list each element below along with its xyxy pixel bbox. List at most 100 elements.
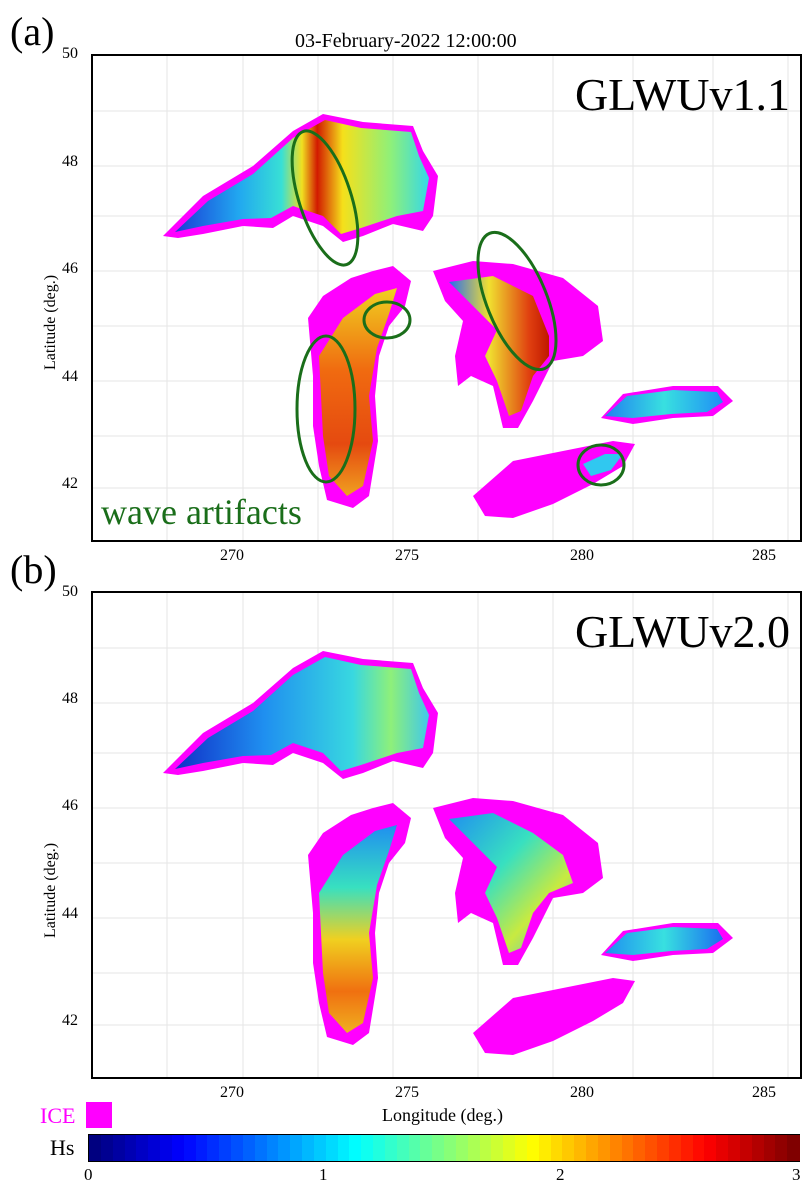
colorbar-segment [550,1135,563,1161]
panel-b-xtick-285: 285 [752,1084,776,1101]
colorbar-segment [124,1135,137,1161]
colorbar-segment [337,1135,350,1161]
lake-ontario-waves [605,390,723,418]
colorbar-segment [361,1135,374,1161]
panel-b-ytick-48: 48 [62,690,78,707]
colorbar-segment [728,1135,741,1161]
colorbar-segment [112,1135,126,1161]
colorbar-segment [716,1135,729,1161]
colorbar-segment [349,1135,362,1161]
colorbar-segment [100,1135,114,1161]
colorbar-segment [290,1135,303,1161]
colorbar-segment [396,1135,410,1161]
panel-a-xtick-285: 285 [752,547,776,564]
panel-b-map-svg [93,593,800,1077]
colorbar-segment [207,1135,220,1161]
panel-b-y-axis-label: Latitude (deg.) [42,842,59,938]
date-title: 03-February-2022 12:00:00 [295,30,517,52]
lake-erie-waves [583,454,623,476]
colorbar-segment [704,1135,717,1161]
colorbar-segment [503,1135,516,1161]
colorbar-segment [467,1135,481,1161]
panel-b-xtick-270: 270 [220,1084,244,1101]
panel-a-map: GLWUv1.1 wave artifacts [91,54,802,542]
colorbar-segment [621,1135,634,1161]
colorbar-segment [586,1135,599,1161]
colorbar-segment [325,1135,339,1161]
colorbar-tick-3: 3 [792,1165,801,1184]
colorbar-segment [242,1135,256,1161]
panel-b-ytick-42: 42 [62,1012,78,1029]
colorbar-segment [775,1135,788,1161]
colorbar-segment [171,1135,185,1161]
panel-a-xtick-275: 275 [395,547,419,564]
panel-b-ytick-50: 50 [62,583,78,600]
colorbar-segment [384,1135,398,1161]
ice-legend-label: ICE [40,1103,76,1128]
lake-erie-ice [473,441,635,518]
colorbar-segment [160,1135,173,1161]
colorbar-segment [609,1135,623,1161]
panel-b-model-label: GLWUv2.0 [574,606,790,657]
colorbar-segment [136,1135,149,1161]
artifact-ellipse-michigan [295,334,357,484]
colorbar-segment [219,1135,232,1161]
panel-a-map-svg [93,56,800,540]
colorbar-segment [254,1135,268,1161]
panel-a-ytick-50: 50 [62,45,78,62]
colorbar-segment [787,1135,800,1161]
x-axis-label: Longitude (deg.) [382,1105,503,1125]
artifact-ellipse-erie [576,443,626,487]
colorbar-segment [420,1135,433,1161]
colorbar-segment [148,1135,161,1161]
panel-a-ytick-44: 44 [62,368,78,385]
artifact-ellipse-michigan-north [362,300,412,340]
lake-ontario-waves-b [605,927,723,955]
panel-a-xtick-270: 270 [220,547,244,564]
colorbar-segment [479,1135,492,1161]
colorbar-tick-2: 2 [556,1165,565,1184]
colorbar-segment [657,1135,670,1161]
artifact-ellipse-superior [290,129,360,267]
colorbar-segment [562,1135,575,1161]
hs-legend-label: Hs [50,1135,75,1160]
colorbar-segment [574,1135,587,1161]
colorbar-segment [195,1135,208,1161]
panel-b-ytick-46: 46 [62,797,78,814]
panel-a-ytick-42: 42 [62,475,78,492]
colorbar-segment [183,1135,197,1161]
colorbar-segment [645,1135,658,1161]
lake-superior-waves [175,120,429,234]
panel-a-ytick-46: 46 [62,260,78,277]
hs-colorbar [88,1134,800,1162]
colorbar-segment [278,1135,291,1161]
colorbar-segment [526,1135,540,1161]
lake-huron-waves-b [449,813,573,953]
colorbar-segment [313,1135,327,1161]
wave-artifacts-annotation: wave artifacts [101,492,302,532]
colorbar-segment [633,1135,646,1161]
panel-b-xtick-275: 275 [395,1084,419,1101]
colorbar-segment [408,1135,421,1161]
lake-erie-ice-b [473,978,635,1055]
panel-b-map: GLWUv2.0 [91,591,802,1079]
ice-legend-swatch [86,1102,112,1128]
colorbar-segment [266,1135,279,1161]
colorbar-segment [668,1135,682,1161]
colorbar-segment [89,1135,102,1161]
colorbar-tick-0: 0 [84,1165,93,1184]
panel-b-xtick-280: 280 [570,1084,594,1101]
colorbar-segment [763,1135,776,1161]
panel-a-ytick-48: 48 [62,153,78,170]
artifact-ellipses [290,129,626,487]
artifact-ellipse-huron [476,230,558,372]
colorbar-segment [515,1135,528,1161]
colorbar-segment [455,1135,469,1161]
lake-huron-waves [449,276,549,416]
colorbar-segment [739,1135,753,1161]
colorbar-segment [444,1135,457,1161]
panel-b-tag: (b) [10,547,57,592]
colorbar-segment [597,1135,611,1161]
colorbar-segment [302,1135,315,1161]
lake-michigan-waves-b [319,825,397,1033]
